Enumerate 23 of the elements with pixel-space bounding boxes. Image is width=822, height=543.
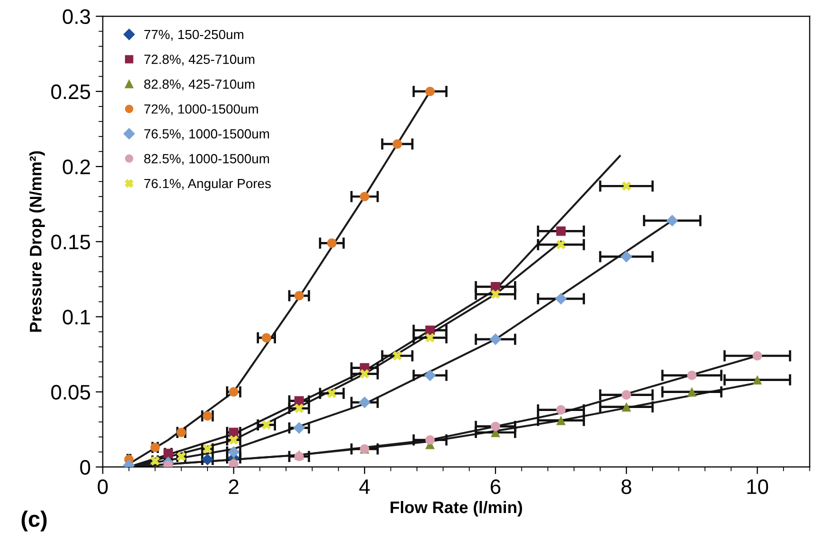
x-tick-label: 10 xyxy=(747,479,768,494)
y-axis-title: Pressure Drop (N/mm²) xyxy=(29,151,45,332)
y-tick-label: 0.25 xyxy=(51,84,90,100)
legend-label: 82.8%, 425-710um xyxy=(144,80,254,90)
y-tick-label: 0.1 xyxy=(62,310,90,325)
y-tick-label: 0 xyxy=(80,460,90,475)
x-tick-label: 2 xyxy=(228,479,238,494)
y-tick-label: 0.2 xyxy=(62,160,90,174)
legend-label: 72.8%, 425-710um xyxy=(144,54,254,66)
legend-label: 76.5%, 1000-1500um xyxy=(144,129,269,140)
y-tick-label: 0.05 xyxy=(51,384,90,400)
y-tick-label: 0.15 xyxy=(51,234,90,250)
legend-label: 82.5%, 1000-1500um xyxy=(144,154,269,165)
legend-label: 76.1%, Angular Pores xyxy=(144,178,271,191)
x-axis-title: Flow Rate (l/min) xyxy=(390,500,522,517)
x-tick-label: 4 xyxy=(359,480,370,494)
x-tick-label: 6 xyxy=(490,479,500,494)
legend-label: 77%, 150-250um xyxy=(144,30,244,41)
legend-label: 72%, 1000-1500um xyxy=(144,104,258,116)
x-tick-label: 8 xyxy=(622,479,632,494)
y-tick-label: 0.3 xyxy=(62,9,90,24)
x-tick-label: 0 xyxy=(98,479,108,494)
text: (c) xyxy=(22,510,47,532)
